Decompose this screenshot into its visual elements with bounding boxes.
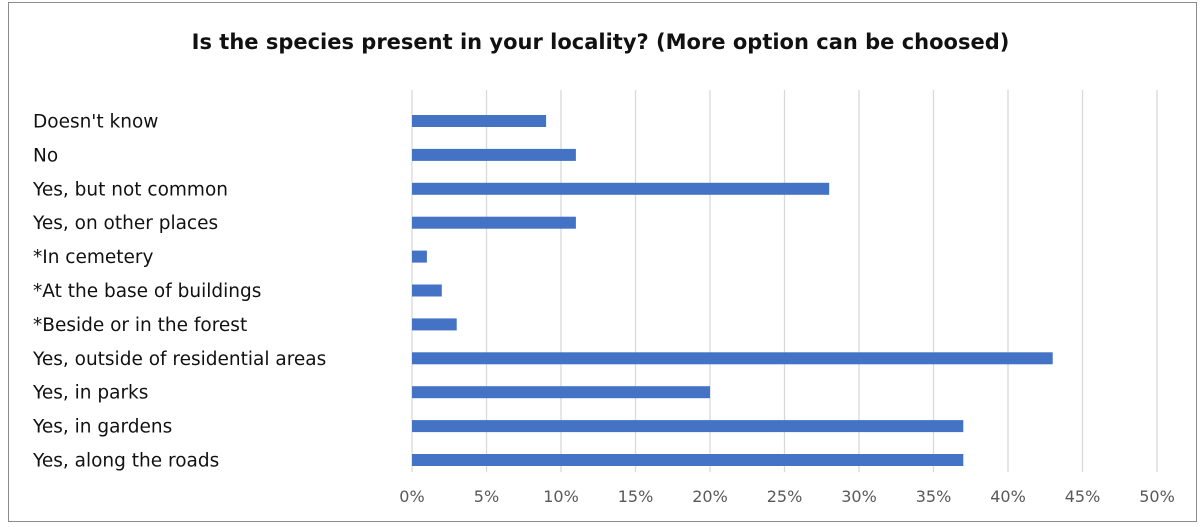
bar [412,352,1053,365]
category-label: Doesn't know [33,112,158,133]
category-label: *At the base of buildings [33,281,261,302]
bar [412,216,576,229]
gridlines [411,90,1158,472]
category-label: *Beside or in the forest [33,315,247,336]
x-tick-label: 0% [399,487,424,506]
bar [412,386,710,399]
category-label: Yes, on other places [32,213,218,234]
category-label: No [33,145,58,166]
bar [412,454,964,466]
x-tick-label: 10% [543,487,579,506]
x-tick-label: 30% [841,487,877,506]
x-tick-label: 5% [474,487,499,506]
category-label: Yes, along the roads [32,451,219,472]
bar [412,420,964,433]
x-tick-label: 20% [692,487,728,506]
bar [412,250,427,263]
bar [412,148,576,161]
chart-frame [8,2,1197,522]
category-label: Yes, outside of residential areas [32,349,326,370]
x-tick-label: 35% [916,487,952,506]
category-labels: Doesn't know No Yes, but not common Yes, on… [32,112,326,472]
bar [412,115,547,127]
category-label: Yes, but not common [32,179,228,200]
x-tick-label: 45% [1065,487,1101,506]
x-tick-label: 15% [618,487,654,506]
bar [412,182,830,195]
x-tick-label: 50% [1139,487,1175,506]
x-tick-label: 40% [990,487,1026,506]
category-label: *In cemetery [33,247,154,268]
x-axis-tick-labels: 0% 5% 10% 15% 20% 25% 30% 35% 40% 45% 50% [399,487,1174,506]
x-tick-label: 25% [767,487,803,506]
category-label: Yes, in gardens [32,417,172,438]
category-label: Yes, in parks [32,383,148,404]
bars [412,115,1053,466]
bar [412,318,457,331]
chart-title: Is the species present in your locality?… [191,30,1010,54]
bar [412,284,442,297]
